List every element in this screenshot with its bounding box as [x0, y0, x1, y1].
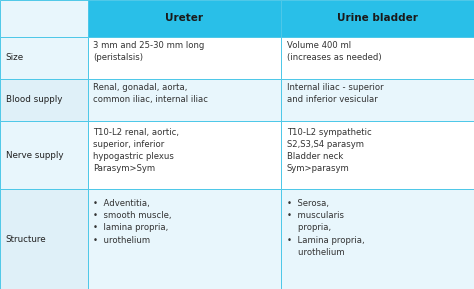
Bar: [0, 37, 88, 79]
Text: Renal, gonadal, aorta,
common iliac, internal iliac: Renal, gonadal, aorta, common iliac, int…: [93, 83, 209, 104]
Text: •  Adventitia,
•  smooth muscle,
•  lamina propria,
•  urothelium: • Adventitia, • smooth muscle, • lamina …: [93, 199, 172, 244]
Bar: [88, 189, 281, 289]
Bar: [281, 189, 474, 289]
Text: •  Serosa,
•  muscularis
    propria,
•  Lamina propria,
    urothelium: • Serosa, • muscularis propria, • Lamina…: [287, 199, 365, 257]
Bar: [88, 121, 281, 189]
Text: Volume 400 ml
(increases as needed): Volume 400 ml (increases as needed): [287, 41, 382, 62]
Bar: [281, 0, 474, 37]
Bar: [0, 0, 88, 37]
Text: Size: Size: [6, 53, 24, 62]
Bar: [88, 79, 281, 121]
Text: 3 mm and 25-30 mm long
(peristalsis): 3 mm and 25-30 mm long (peristalsis): [93, 41, 205, 62]
Bar: [281, 37, 474, 79]
Bar: [0, 79, 88, 121]
Bar: [0, 121, 88, 189]
Bar: [281, 121, 474, 189]
Text: Urine bladder: Urine bladder: [337, 13, 418, 23]
Text: Structure: Structure: [6, 235, 46, 244]
Text: Internal iliac - superior
and inferior vesicular: Internal iliac - superior and inferior v…: [287, 83, 383, 104]
Bar: [88, 37, 281, 79]
Text: Blood supply: Blood supply: [6, 95, 62, 104]
Text: Nerve supply: Nerve supply: [6, 151, 63, 160]
Text: T10-L2 renal, aortic,
superior, inferior
hypogastric plexus
Parasym>Sym: T10-L2 renal, aortic, superior, inferior…: [93, 128, 179, 173]
Bar: [0, 189, 88, 289]
Bar: [88, 0, 281, 37]
Text: T10-L2 sympathetic
S2,S3,S4 parasym
Bladder neck
Sym>parasym: T10-L2 sympathetic S2,S3,S4 parasym Blad…: [287, 128, 372, 173]
Text: Ureter: Ureter: [165, 13, 203, 23]
Bar: [281, 79, 474, 121]
